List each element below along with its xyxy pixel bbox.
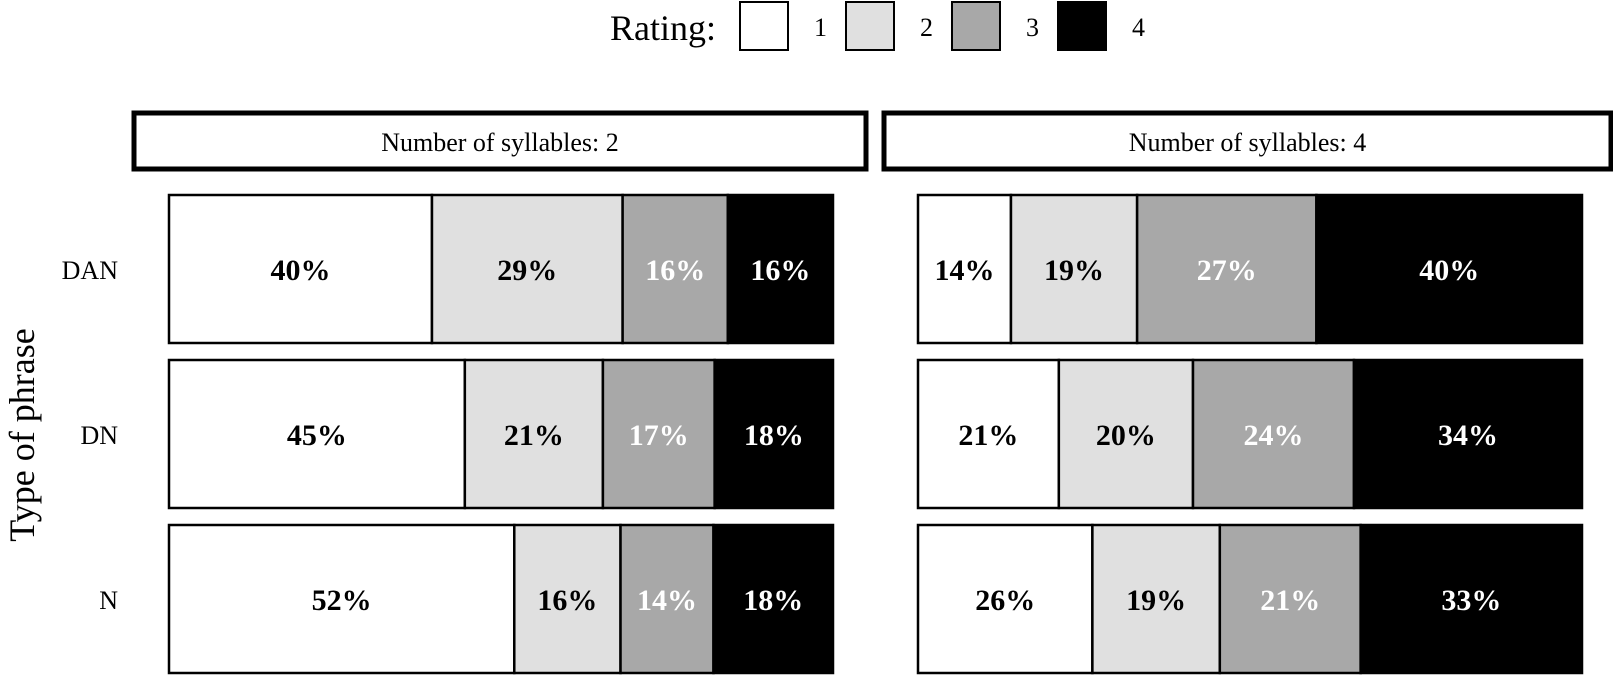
data-label: 21% [504,419,564,452]
data-label: 33% [1441,584,1501,617]
legend-label-1: 1 [814,13,827,42]
data-label: 17% [629,419,689,452]
panel-1: Number of syllables: 2 40% 29% 16% 16% 45% 21%… [131,110,869,675]
bar-segment-rating-4 [712,523,835,675]
legend-label-3: 3 [1026,13,1039,42]
bar-row-N: 52% 16% 14% 18% [167,523,835,675]
legend-item-4: 4 [1057,1,1145,51]
bar-row-DN: 45% 21% 17% 18% [167,358,835,510]
panel-title: Number of syllables: 2 [381,128,619,157]
data-label: 52% [312,584,372,617]
data-label: 18% [743,584,803,617]
bar-segment-rating-2 [463,358,605,510]
panel-strip [881,110,1613,172]
bar-segment-rating-1 [916,523,1094,675]
bar-row-DAN: 40% 29% 16% 16% [167,193,835,345]
data-label: 20% [1096,419,1156,452]
panel-2: Number of syllables: 4 14% 19% 27% 40% 21% 20%… [881,110,1613,675]
data-label: 19% [1126,584,1186,617]
data-label: 16% [537,584,597,617]
data-label: 16% [645,254,705,287]
bar-segment-rating-4 [1352,358,1584,510]
legend-item-2: 2 [845,1,933,51]
bar-segment-rating-3 [1135,193,1318,345]
category-label-DAN: DAN [62,256,119,285]
legend: Rating: 1 2 3 4 [610,1,1145,51]
bar-segment-rating-4 [1315,193,1584,345]
bar-segment-rating-1 [167,523,516,675]
data-label: 21% [1260,584,1320,617]
panel-title: Number of syllables: 4 [1129,128,1367,157]
bar-segment-rating-2 [1009,193,1139,345]
legend-item-1: 1 [739,1,827,51]
bar-segment-rating-3 [601,358,716,510]
panels: Number of syllables: 2 40% 29% 16% 16% 45% 21%… [131,110,1613,675]
bar-segment-rating-4 [726,193,835,345]
bar-segment-rating-1 [167,358,467,510]
bar-row-N: 26% 19% 21% 33% [916,523,1584,675]
bar-segment-rating-2 [430,193,624,345]
legend-swatch-3 [951,1,1001,51]
bar-segment-rating-4 [1359,523,1584,675]
category-label-DN: DN [80,421,118,450]
bar-segment-rating-4 [713,358,835,510]
data-label: 14% [934,254,994,287]
data-label: 34% [1438,419,1498,452]
legend-swatch-2 [845,1,895,51]
legend-title: Rating: [610,8,716,48]
bar-segment-rating-2 [1057,358,1195,510]
data-label: 40% [1419,254,1479,287]
bar-segment-rating-1 [167,193,434,345]
data-label: 26% [975,584,1035,617]
bar-segment-rating-3 [619,523,715,675]
legend-label-4: 4 [1132,13,1145,42]
data-label: 18% [744,419,804,452]
legend-label-2: 2 [920,13,933,42]
data-label: 14% [637,584,697,617]
bar-segment-rating-3 [1191,358,1356,510]
data-label: 40% [270,254,330,287]
bar-row-DN: 21% 20% 24% 34% [916,358,1584,510]
data-label: 29% [497,254,557,287]
data-label: 27% [1197,254,1257,287]
bar-segment-rating-3 [1218,523,1362,675]
data-label: 24% [1243,419,1303,452]
panel-strip [131,110,869,172]
legend-item-3: 3 [951,1,1039,51]
data-label: 21% [958,419,1018,452]
bar-row-DAN: 14% 19% 27% 40% [916,193,1584,345]
category-label-N: N [99,586,118,615]
legend-swatch-1 [739,1,789,51]
y-axis-title: Type of phrase [2,328,42,541]
category-labels: DAN DN N [62,256,119,615]
bar-segment-rating-1 [916,358,1061,510]
data-label: 16% [750,254,810,287]
data-label: 19% [1044,254,1104,287]
legend-swatch-4 [1057,1,1107,51]
data-label: 45% [287,419,347,452]
